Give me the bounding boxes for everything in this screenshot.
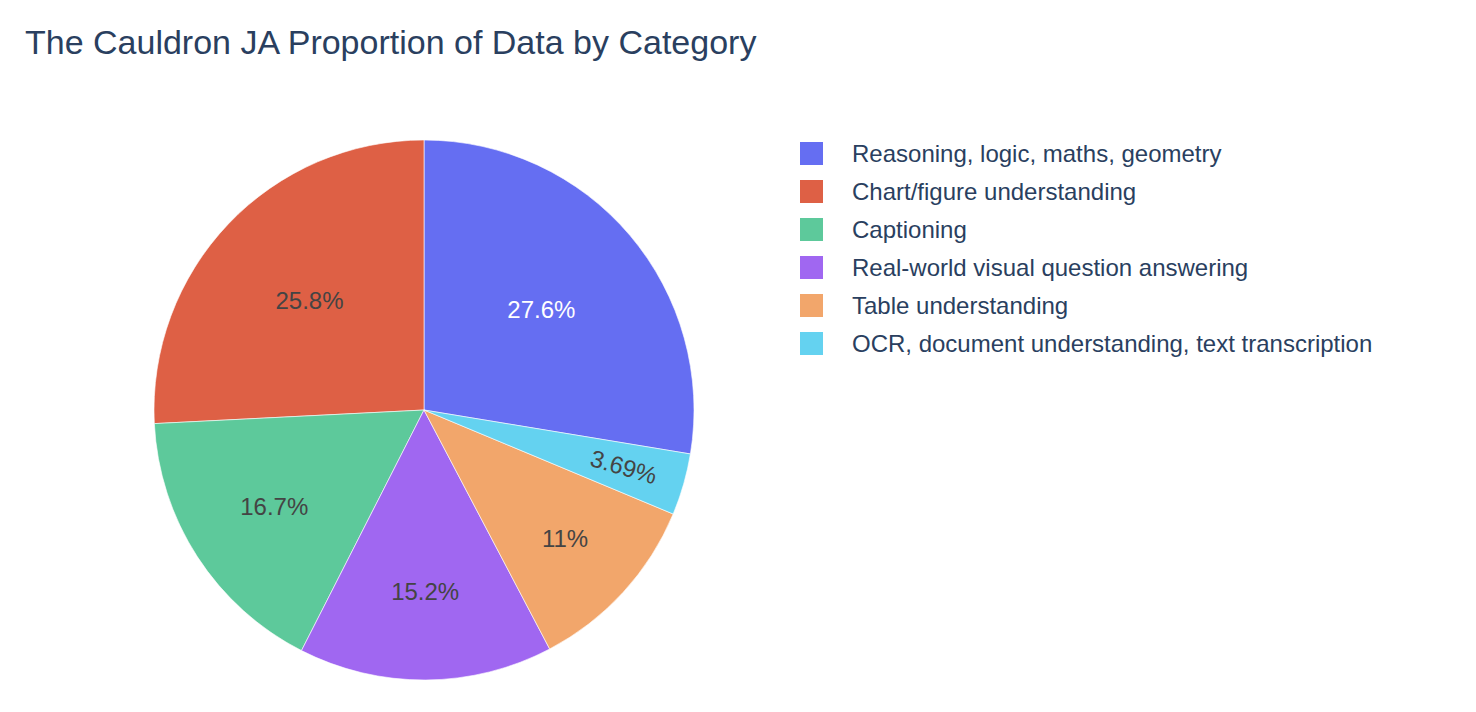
background — [0, 0, 1476, 712]
legend-label: Chart/figure understanding — [852, 178, 1136, 205]
legend-label: Table understanding — [852, 292, 1068, 319]
slices — [154, 140, 694, 680]
legend-swatch — [800, 142, 823, 165]
legend-label: Real-world visual question answering — [852, 254, 1248, 281]
pie-slice — [424, 410, 690, 514]
slice-labels: 27.6% 25.8% 16.7% 15.2% 11% 3.69% — [240, 287, 660, 605]
legend-swatch — [800, 180, 823, 203]
chart-container: The Cauldron JA Proportion of Data by Ca… — [0, 0, 1476, 712]
slice-label: 25.8% — [276, 287, 344, 314]
slice-label: 27.6% — [507, 296, 575, 323]
pie-slice — [424, 140, 694, 454]
legend-swatch — [800, 256, 823, 279]
slice-label: 3.69% — [587, 444, 660, 489]
pie-slice — [154, 140, 424, 424]
chart-title: The Cauldron JA Proportion of Data by Ca… — [25, 23, 756, 61]
legend-swatch — [800, 218, 823, 241]
slice-label: 15.2% — [391, 578, 459, 605]
legend-label: Reasoning, logic, maths, geometry — [852, 140, 1222, 167]
legend-swatch — [800, 332, 823, 355]
legend-label: OCR, document understanding, text transc… — [852, 330, 1372, 357]
legend-swatch — [800, 294, 823, 317]
legend-label: Captioning — [852, 216, 967, 243]
legend: Reasoning, logic, maths, geometry Chart/f… — [800, 140, 1372, 357]
chart-svg: The Cauldron JA Proportion of Data by Ca… — [0, 0, 1476, 712]
slice-label: 11% — [542, 525, 588, 552]
slice-label: 16.7% — [240, 493, 308, 520]
